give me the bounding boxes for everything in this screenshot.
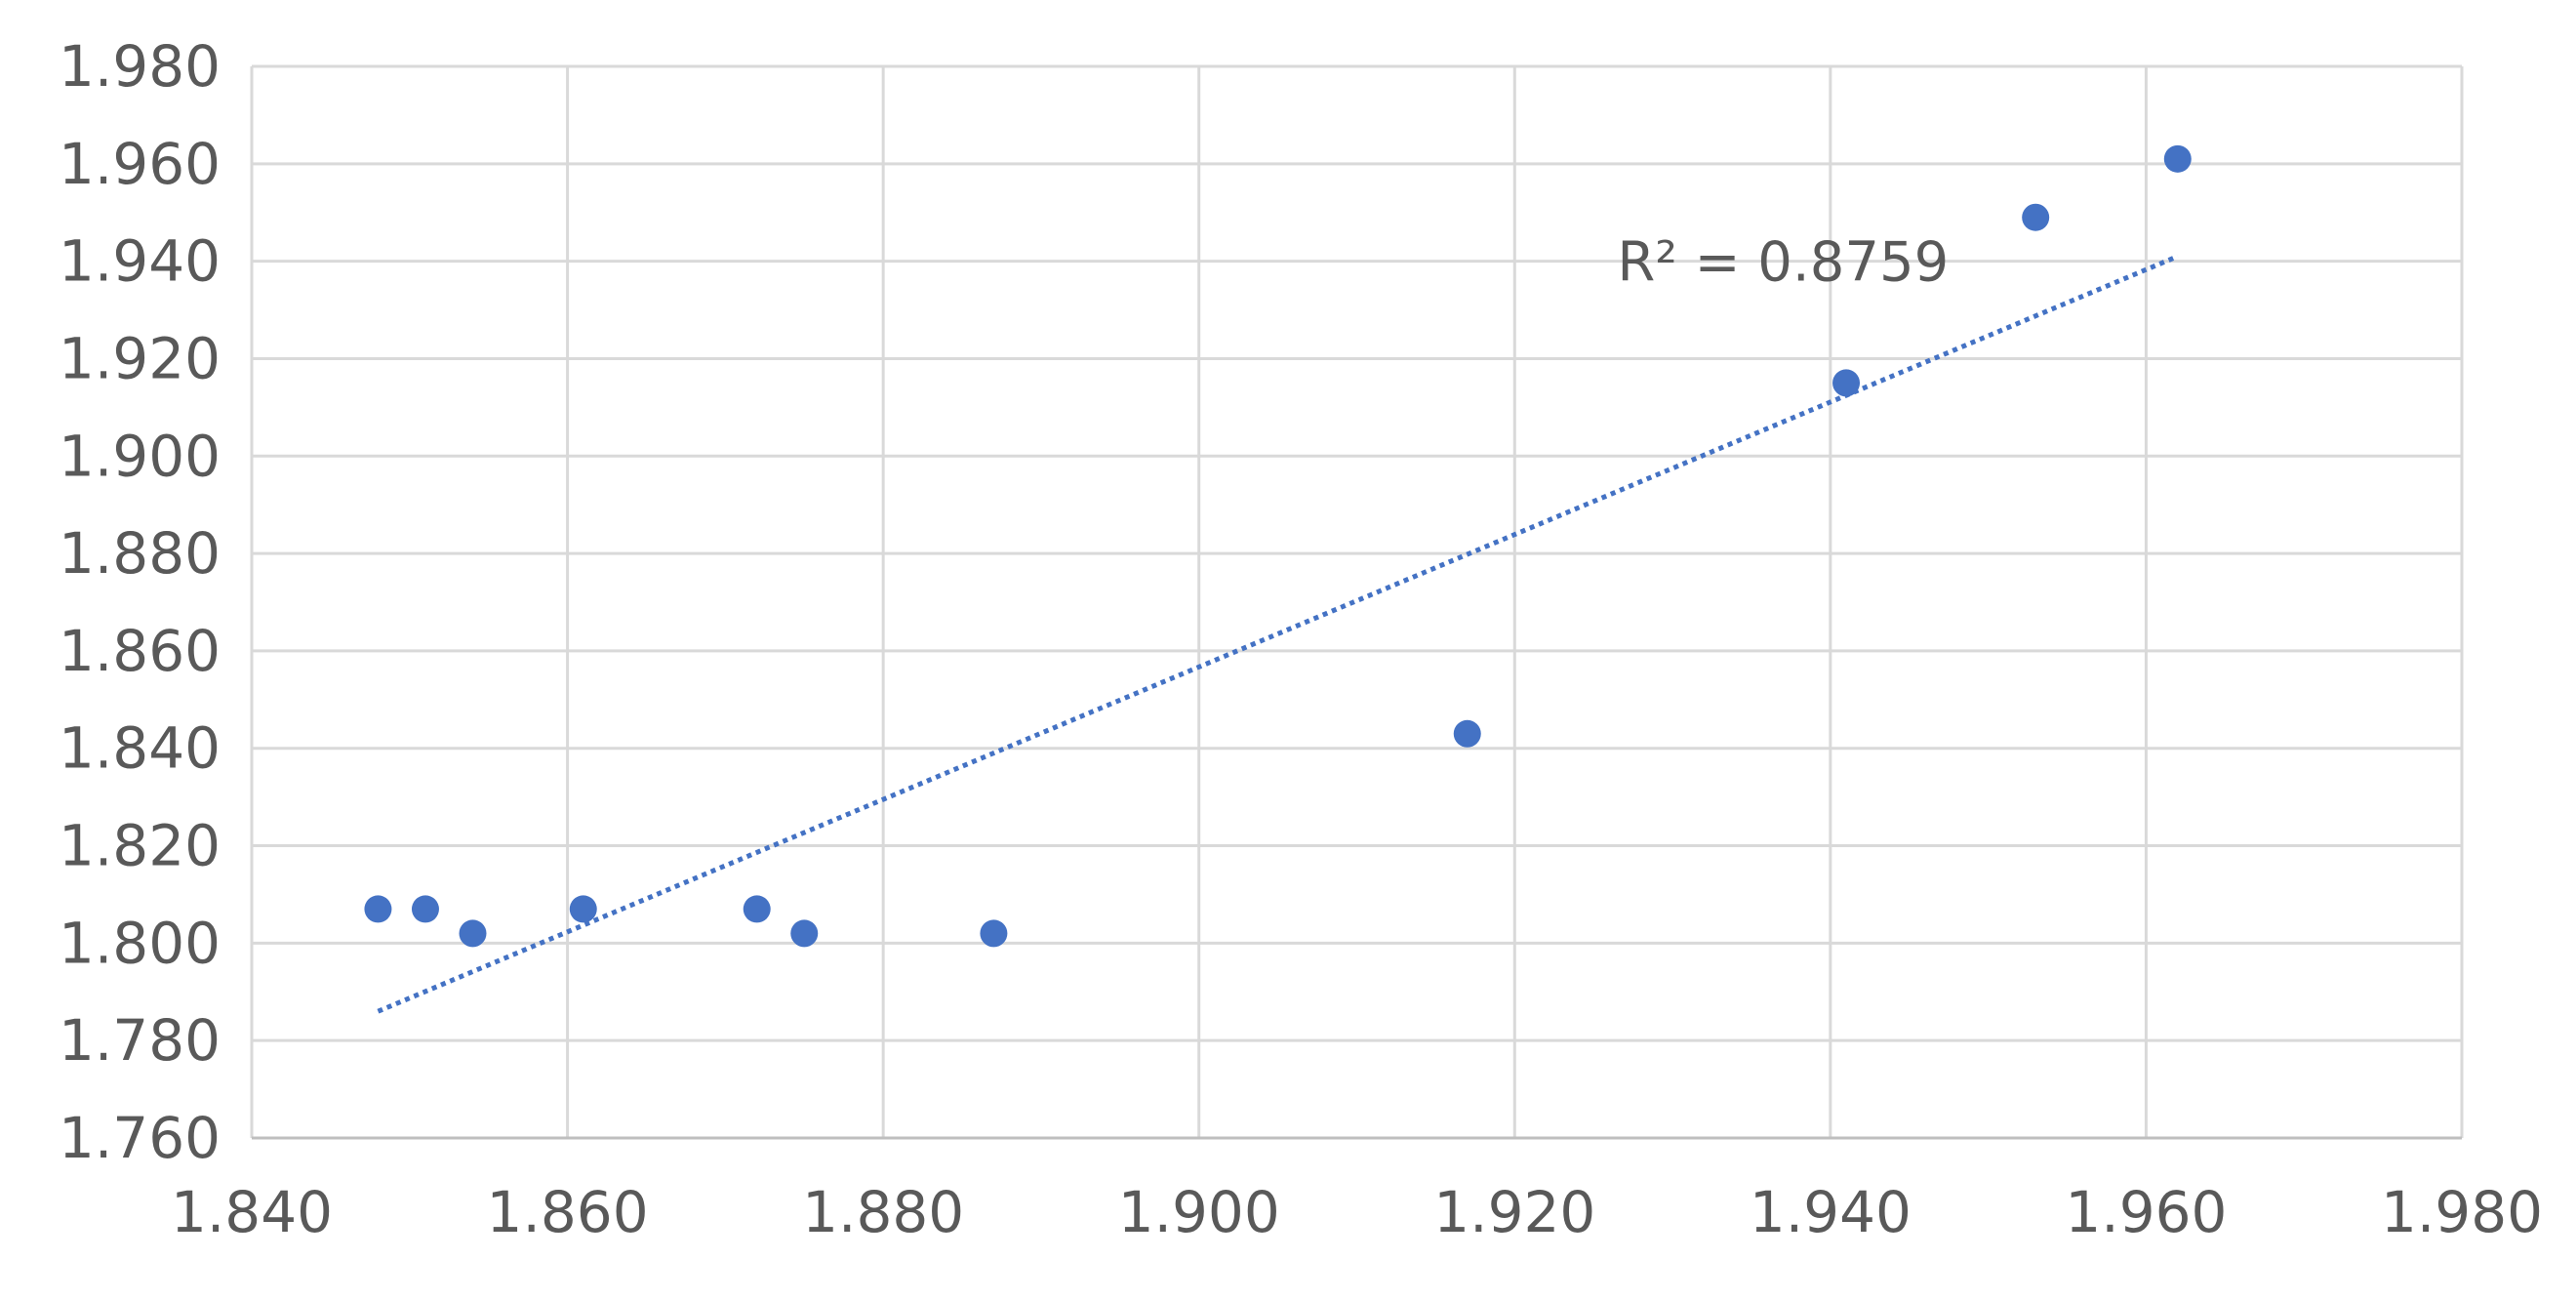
y-tick-label: 1.920 <box>59 325 221 391</box>
annotations: R² = 0.8759 <box>1617 231 1949 295</box>
y-tick-label: 1.940 <box>59 228 221 295</box>
data-point <box>364 895 392 923</box>
x-tick-label: 1.960 <box>2065 1179 2227 1245</box>
data-point <box>411 895 439 923</box>
data-points <box>364 144 2192 948</box>
x-tick-label: 1.920 <box>1433 1179 1595 1245</box>
x-tick-label: 1.880 <box>802 1179 964 1245</box>
data-point <box>743 895 771 923</box>
data-point <box>2163 144 2192 173</box>
y-tick-label: 1.860 <box>59 618 221 684</box>
data-point <box>569 895 597 923</box>
y-tick-label: 1.980 <box>59 33 221 100</box>
x-tick-label: 1.940 <box>1750 1179 1912 1245</box>
grid <box>250 64 2464 1138</box>
trendline <box>377 254 2179 1014</box>
y-tick-label: 1.900 <box>59 423 221 489</box>
data-point <box>980 919 1008 948</box>
data-point <box>459 919 487 948</box>
r-squared-label: R² = 0.8759 <box>1617 231 1949 295</box>
y-tick-label: 1.880 <box>59 520 221 587</box>
y-tick-label: 1.800 <box>59 910 221 976</box>
y-tick-label: 1.820 <box>59 813 221 879</box>
y-tick-label: 1.960 <box>59 131 221 197</box>
tick-labels: 1.760 1.780 1.800 1.820 1.840 1.860 1.880 1.900… <box>59 33 2543 1245</box>
data-point <box>2022 203 2050 231</box>
data-point <box>790 919 819 948</box>
x-tick-label: 1.980 <box>2381 1179 2543 1245</box>
trendline-layer <box>377 254 2179 1014</box>
x-tick-label: 1.840 <box>171 1179 333 1245</box>
y-tick-label: 1.840 <box>59 715 221 782</box>
y-tick-label: 1.780 <box>59 1007 221 1074</box>
x-tick-label: 1.860 <box>487 1179 649 1245</box>
y-tick-label: 1.760 <box>59 1105 221 1171</box>
data-point <box>1832 369 1861 397</box>
data-point <box>1453 719 1481 748</box>
x-tick-label: 1.900 <box>1118 1179 1280 1245</box>
